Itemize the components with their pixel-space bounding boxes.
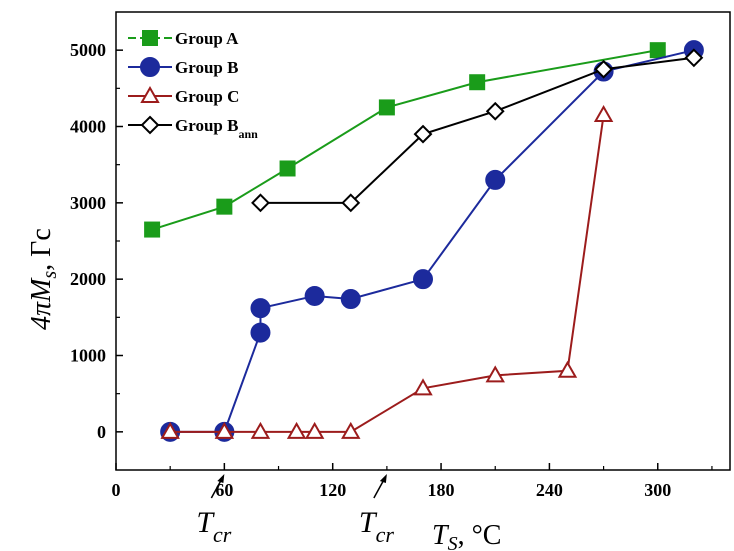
data-point — [557, 360, 578, 378]
series-2 — [160, 40, 704, 442]
y-axis-title-main: 4πM — [26, 277, 57, 330]
data-point — [485, 365, 505, 383]
x-tick-label: 300 — [644, 480, 671, 500]
x-axis-title-subscript: S — [448, 533, 458, 551]
tcr-label: Tcr — [196, 506, 231, 547]
data-point — [469, 74, 486, 91]
tcr-label: Tcr — [359, 506, 394, 547]
y-axis-title: 4πMs, Гс — [26, 228, 61, 330]
legend-label: Group B — [175, 58, 238, 77]
x-axis-title-unit: , °C — [458, 520, 502, 551]
legend-item: Group B — [128, 57, 238, 77]
data-point — [304, 421, 325, 439]
y-axis-title-unit: , Гс — [26, 228, 57, 271]
x-tick-label: 180 — [428, 480, 455, 500]
y-tick-label: 5000 — [70, 40, 106, 60]
legend-marker — [140, 115, 160, 135]
x-tick-label: 120 — [319, 480, 346, 500]
plot-frame — [115, 11, 731, 471]
series-line — [170, 114, 605, 433]
y-tick-label: 1000 — [70, 346, 106, 366]
data-point — [251, 193, 270, 213]
legend-label-text: Group A — [175, 29, 239, 48]
y-tick-label: 2000 — [70, 269, 106, 289]
tcr-arrowhead — [217, 474, 225, 483]
legend-marker — [140, 57, 160, 77]
x-tick-label: 0 — [112, 480, 121, 500]
legend-label-text: Group C — [175, 87, 239, 106]
legend-label-text: Group B — [175, 58, 238, 77]
tcr-subscript: cr — [376, 522, 395, 547]
tcr-main: T — [196, 506, 215, 539]
data-point — [144, 221, 161, 238]
data-point — [279, 160, 296, 177]
data-point — [160, 421, 180, 439]
data-point — [485, 101, 505, 121]
tcr-main: T — [359, 506, 378, 539]
legend-item: Group C — [128, 85, 239, 106]
series-line — [170, 49, 695, 433]
legend-label: Group C — [175, 87, 239, 106]
tcr-annotation: Tcr — [196, 474, 232, 547]
legend-label: Group A — [175, 29, 239, 48]
series-4 — [251, 48, 704, 213]
legend-marker — [140, 85, 160, 103]
legend-marker — [142, 30, 158, 46]
data-point — [485, 169, 506, 190]
data-point — [250, 298, 271, 319]
data-point — [684, 48, 704, 68]
series-line — [151, 49, 658, 231]
data-point — [413, 269, 433, 290]
data-point — [250, 421, 271, 439]
series-line — [260, 56, 695, 204]
y-tick-label: 4000 — [70, 117, 106, 137]
data-point — [341, 193, 361, 213]
x-tick-label: 60 — [215, 480, 233, 500]
legend-label-subscript: ann — [238, 127, 258, 141]
legend-item: Group Bann — [128, 115, 258, 141]
data-point — [378, 99, 395, 116]
data-point — [250, 322, 271, 343]
data-point — [593, 105, 614, 123]
tcr-subscript: cr — [213, 522, 232, 547]
data-point — [304, 285, 325, 306]
series-1 — [144, 42, 666, 238]
data-point — [341, 421, 361, 439]
data-point — [286, 421, 307, 439]
series-layer — [144, 40, 704, 442]
legend-item: Group A — [128, 29, 239, 48]
tcr-annotation: Tcr — [359, 474, 394, 547]
data-point — [413, 378, 433, 396]
y-tick-label: 0 — [97, 422, 106, 442]
series-3 — [160, 105, 614, 439]
data-point — [340, 289, 361, 310]
annotations: Tcr Tcr — [196, 474, 394, 547]
legend-label-text: Group B — [175, 116, 238, 135]
x-tick-label: 240 — [536, 480, 563, 500]
legend-label: Group Bann — [175, 116, 258, 141]
data-point — [413, 124, 433, 144]
x-axis-title: TS, °C — [432, 520, 501, 551]
data-point — [594, 59, 614, 79]
data-point — [214, 421, 235, 439]
y-axis-title-subscript: s — [39, 271, 61, 279]
x-axis-title-main: T — [432, 520, 450, 551]
data-point — [649, 42, 666, 59]
tcr-arrowhead — [379, 474, 387, 483]
y-tick-label: 3000 — [70, 193, 106, 213]
data-point — [216, 198, 233, 215]
